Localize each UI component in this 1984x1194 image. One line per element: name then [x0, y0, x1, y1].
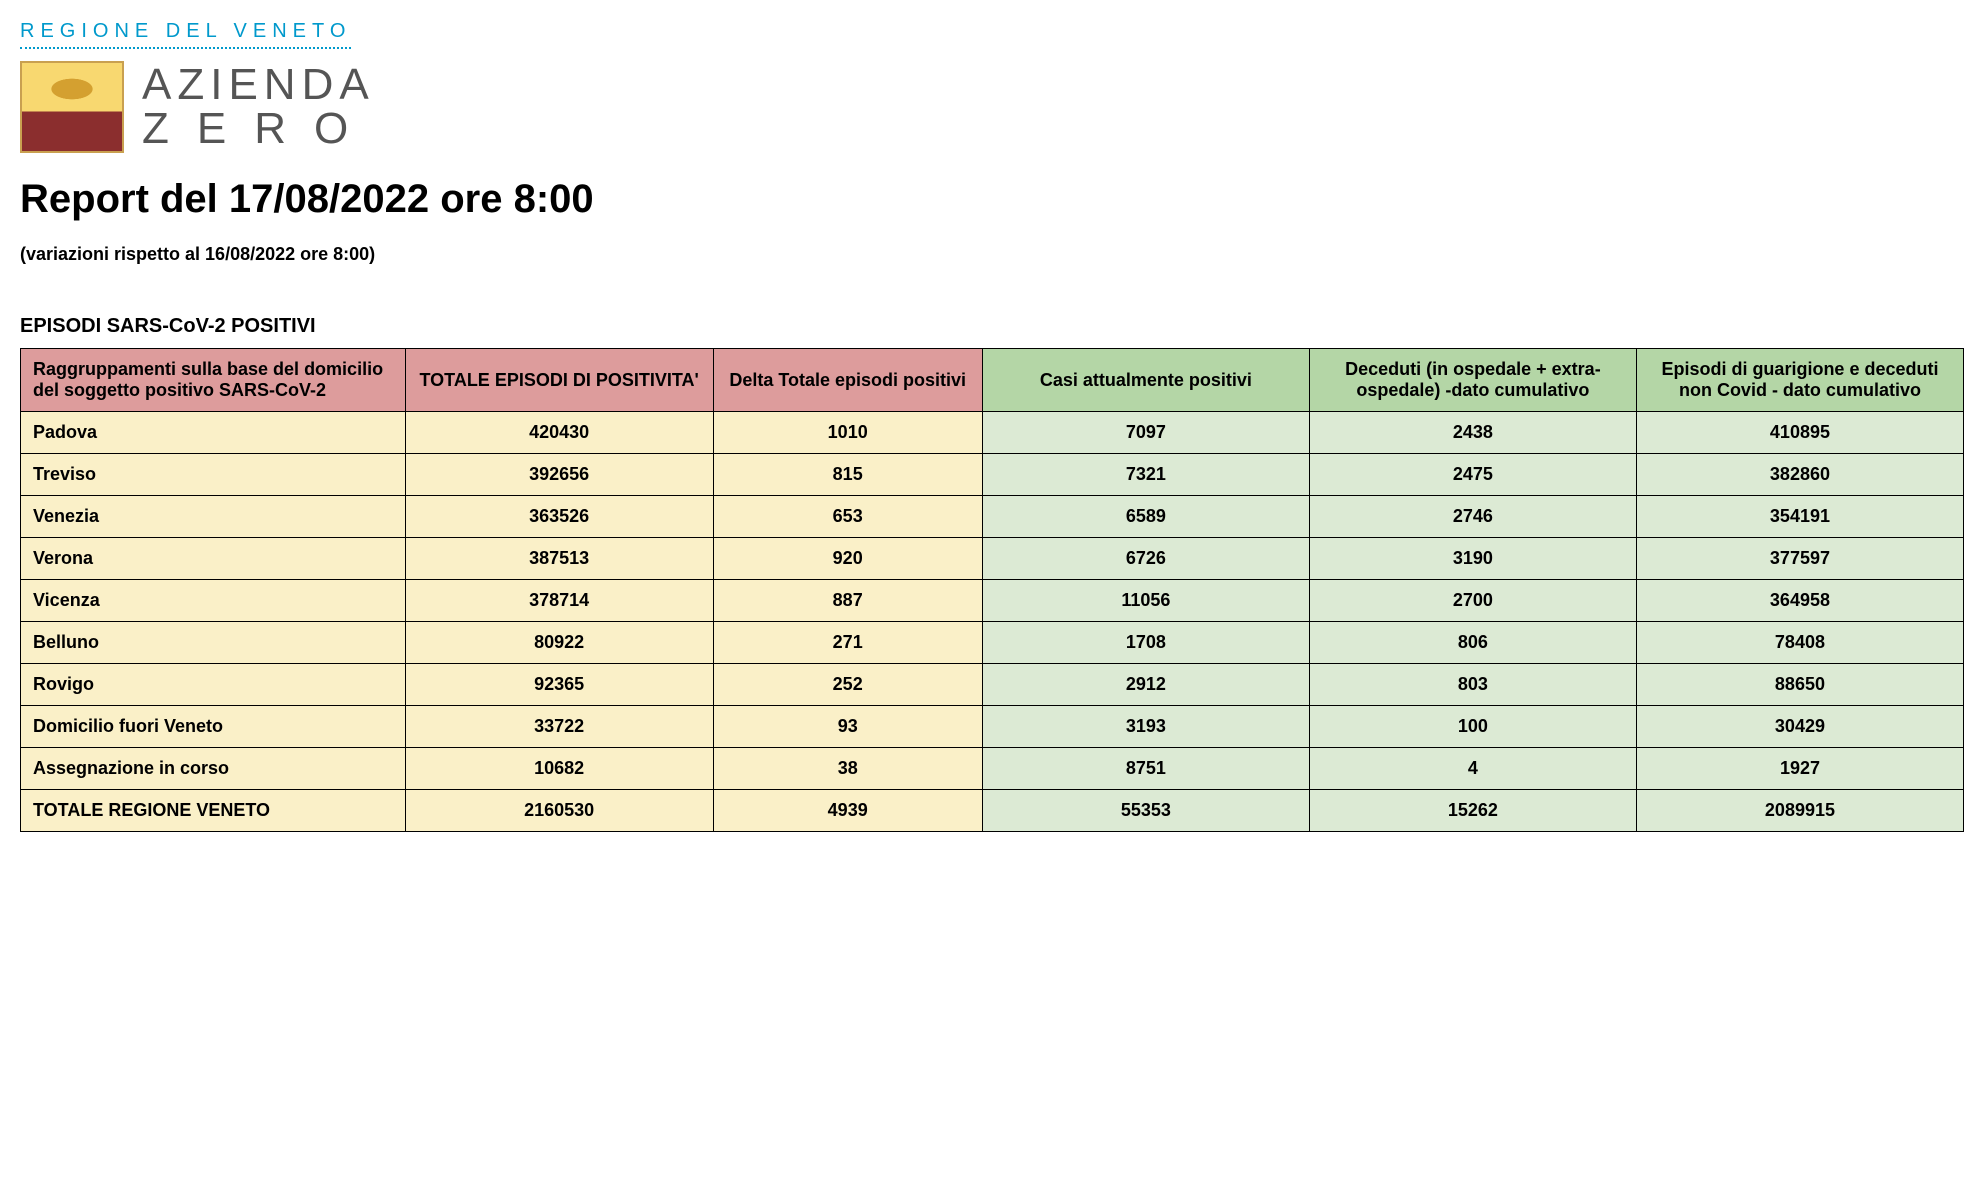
cell: 7321: [982, 454, 1309, 496]
cell: 252: [713, 664, 982, 706]
cell: 93: [713, 706, 982, 748]
cell: 806: [1309, 622, 1636, 664]
cell: 1010: [713, 412, 982, 454]
cell: 100: [1309, 706, 1636, 748]
cell: 11056: [982, 580, 1309, 622]
table-row: Belluno80922271170880678408: [21, 622, 1964, 664]
col-header-5: Episodi di guarigione e deceduti non Cov…: [1636, 349, 1963, 412]
cell: 363526: [405, 496, 713, 538]
cell: 2160530: [405, 790, 713, 832]
cell: 7097: [982, 412, 1309, 454]
cell: 1708: [982, 622, 1309, 664]
row-label: Belluno: [21, 622, 406, 664]
cell: 33722: [405, 706, 713, 748]
row-label: Rovigo: [21, 664, 406, 706]
region-label: REGIONE DEL VENETO: [20, 20, 351, 49]
col-header-4: Deceduti (in ospedale + extra-ospedale) …: [1309, 349, 1636, 412]
cell: 387513: [405, 538, 713, 580]
episodes-table: Raggruppamenti sulla base del domicilio …: [20, 348, 1964, 832]
cell: 815: [713, 454, 982, 496]
table-row: Venezia36352665365892746354191: [21, 496, 1964, 538]
cell: 6726: [982, 538, 1309, 580]
cell: 271: [713, 622, 982, 664]
table-row: Verona38751392067263190377597: [21, 538, 1964, 580]
cell: 38: [713, 748, 982, 790]
cell: 378714: [405, 580, 713, 622]
cell: 803: [1309, 664, 1636, 706]
cell: 88650: [1636, 664, 1963, 706]
row-label: Venezia: [21, 496, 406, 538]
report-title: Report del 17/08/2022 ore 8:00: [20, 177, 1964, 222]
cell: 410895: [1636, 412, 1963, 454]
cell: 887: [713, 580, 982, 622]
cell: 80922: [405, 622, 713, 664]
cell: 3193: [982, 706, 1309, 748]
row-label: Assegnazione in corso: [21, 748, 406, 790]
table-row: Vicenza378714887110562700364958: [21, 580, 1964, 622]
col-header-1: TOTALE EPISODI DI POSITIVITA': [405, 349, 713, 412]
brand-bot: ZERO: [142, 107, 376, 151]
table-row: Rovigo92365252291280388650: [21, 664, 1964, 706]
cell: 55353: [982, 790, 1309, 832]
col-header-3: Casi attualmente positivi: [982, 349, 1309, 412]
cell: 2700: [1309, 580, 1636, 622]
cell: 2089915: [1636, 790, 1963, 832]
table-total-row: TOTALE REGIONE VENETO2160530493955353152…: [21, 790, 1964, 832]
row-label: Padova: [21, 412, 406, 454]
brand-text: AZIENDA ZERO: [142, 63, 376, 151]
table-row: Padova420430101070972438410895: [21, 412, 1964, 454]
cell: 377597: [1636, 538, 1963, 580]
cell: 78408: [1636, 622, 1963, 664]
cell: 382860: [1636, 454, 1963, 496]
cell: 2475: [1309, 454, 1636, 496]
cell: 2912: [982, 664, 1309, 706]
cell: 30429: [1636, 706, 1963, 748]
cell: 10682: [405, 748, 713, 790]
section-title: EPISODI SARS-CoV-2 POSITIVI: [20, 315, 1964, 338]
cell: 92365: [405, 664, 713, 706]
cell: 420430: [405, 412, 713, 454]
table-row: Treviso39265681573212475382860: [21, 454, 1964, 496]
cell: 354191: [1636, 496, 1963, 538]
col-header-2: Delta Totale episodi positivi: [713, 349, 982, 412]
row-label: Verona: [21, 538, 406, 580]
cell: 1927: [1636, 748, 1963, 790]
row-label: Domicilio fuori Veneto: [21, 706, 406, 748]
brand-top: AZIENDA: [142, 63, 376, 107]
row-label: Vicenza: [21, 580, 406, 622]
brand-row: AZIENDA ZERO: [20, 61, 1964, 153]
report-subtitle: (variazioni rispetto al 16/08/2022 ore 8…: [20, 244, 1964, 265]
table-header-row: Raggruppamenti sulla base del domicilio …: [21, 349, 1964, 412]
table-body: Padova420430101070972438410895Treviso392…: [21, 412, 1964, 832]
table-row: Assegnazione in corso1068238875141927: [21, 748, 1964, 790]
table-row: Domicilio fuori Veneto337229331931003042…: [21, 706, 1964, 748]
cell: 4939: [713, 790, 982, 832]
cell: 920: [713, 538, 982, 580]
cell: 4: [1309, 748, 1636, 790]
cell: 2746: [1309, 496, 1636, 538]
row-label: Treviso: [21, 454, 406, 496]
veneto-seal-icon: [20, 61, 124, 153]
cell: 364958: [1636, 580, 1963, 622]
cell: 3190: [1309, 538, 1636, 580]
cell: 392656: [405, 454, 713, 496]
cell: 6589: [982, 496, 1309, 538]
cell: 2438: [1309, 412, 1636, 454]
cell: 8751: [982, 748, 1309, 790]
cell: 653: [713, 496, 982, 538]
row-label: TOTALE REGIONE VENETO: [21, 790, 406, 832]
cell: 15262: [1309, 790, 1636, 832]
table-head: Raggruppamenti sulla base del domicilio …: [21, 349, 1964, 412]
col-header-0: Raggruppamenti sulla base del domicilio …: [21, 349, 406, 412]
